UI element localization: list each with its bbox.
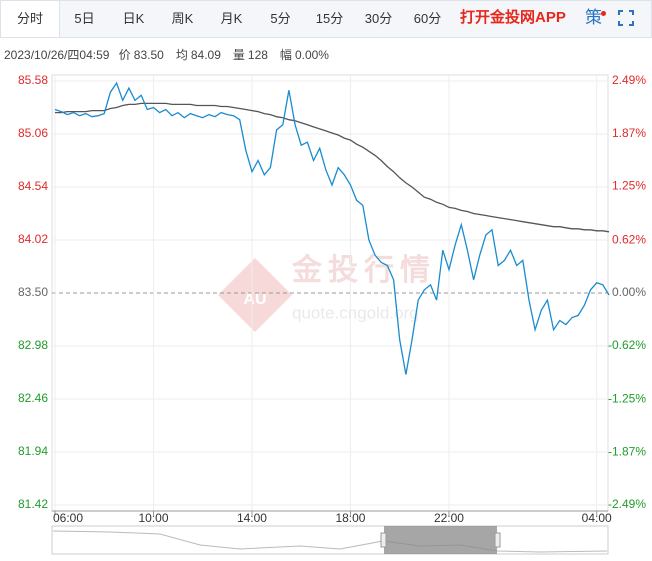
app-link[interactable]: 打开金投网APP [460, 9, 566, 26]
tab[interactable]: 分时 [1, 1, 60, 37]
price-line [54, 81, 610, 375]
info-item: 量 128 [233, 48, 274, 62]
y2-tick-label: 1.87% [612, 126, 646, 140]
x-tick-label: 04:00 [582, 511, 612, 525]
y-tick-label: 84.02 [18, 232, 48, 246]
tab[interactable]: 月K [220, 11, 243, 26]
y-tick-label: 85.58 [18, 73, 48, 87]
y2-tick-label: -1.87% [608, 444, 646, 458]
y-tick-label: 84.54 [18, 179, 48, 193]
y2-tick-label: 0.00% [612, 285, 646, 299]
watermark-brand: 金投行情 [291, 253, 436, 287]
x-tick-label: 06:00 [53, 511, 83, 525]
y2-tick-label: -0.62% [608, 338, 646, 352]
tab[interactable]: 15分 [315, 11, 344, 26]
info-value: 84.09 [190, 48, 221, 62]
info-value: 0.00% [294, 48, 329, 62]
tab[interactable]: 5分 [270, 11, 291, 26]
y-tick-label: 83.50 [18, 285, 48, 299]
info-item: 幅 0.00% [280, 48, 335, 62]
x-tick-label: 10:00 [138, 511, 168, 525]
fullscreen-icon[interactable] [618, 10, 634, 26]
info-item: 价 83.50 [119, 48, 170, 62]
datetime: 2023/10/26/四04:59 [4, 48, 110, 62]
info-value: 128 [247, 48, 268, 62]
info-label: 均 [175, 48, 188, 62]
info-label: 幅 [279, 48, 292, 62]
info-line: 2023/10/26/四04:59 价 83.50 均 84.09 量 128 幅 0.00% [4, 46, 341, 63]
watermark-logo [218, 258, 292, 332]
tab[interactable]: 日K [122, 11, 145, 26]
y2-tick-label: -2.49% [608, 497, 646, 511]
price-line [55, 102, 610, 233]
info-item: 均 84.09 [176, 48, 227, 62]
x-tick-label: 14:00 [237, 511, 267, 525]
info-label: 价 [118, 48, 131, 62]
info-label: 量 [232, 48, 245, 62]
y2-tick-label: -1.25% [608, 392, 646, 406]
navigator-handle[interactable] [494, 532, 501, 548]
watermark-logo-text: AU [243, 291, 266, 308]
y-tick-label: 82.98 [18, 338, 48, 352]
y-tick-label: 82.46 [18, 391, 48, 405]
navigator-selection[interactable] [384, 526, 497, 554]
x-tick-label: 18:00 [335, 511, 365, 525]
y2-tick-label: 2.49% [612, 73, 646, 87]
tab[interactable]: 5日 [74, 11, 95, 26]
notify-dot [601, 11, 606, 16]
navigator-handle[interactable] [380, 532, 387, 548]
y-tick-label: 81.94 [18, 444, 48, 458]
y-tick-label: 81.42 [18, 497, 48, 511]
y2-tick-label: 1.25% [612, 179, 646, 193]
x-tick-label: 22:00 [434, 511, 464, 525]
strategy-icon[interactable]: 策 [585, 8, 602, 27]
watermark: AU 金投行情 quote.cngold.org [218, 253, 436, 332]
tab[interactable]: 60分 [413, 11, 442, 26]
navigator [51, 525, 609, 555]
tab[interactable]: 周K [171, 11, 194, 26]
y-tick-label: 85.06 [18, 126, 48, 140]
watermark-url: quote.cngold.org [292, 303, 419, 322]
tab[interactable]: 30分 [364, 11, 393, 26]
info-value: 83.50 [133, 48, 164, 62]
tab-bar: 分时 5日 日K 周K 月K 5分 15分 30分 60分 [0, 0, 652, 38]
y2-tick-label: 0.62% [612, 232, 646, 246]
